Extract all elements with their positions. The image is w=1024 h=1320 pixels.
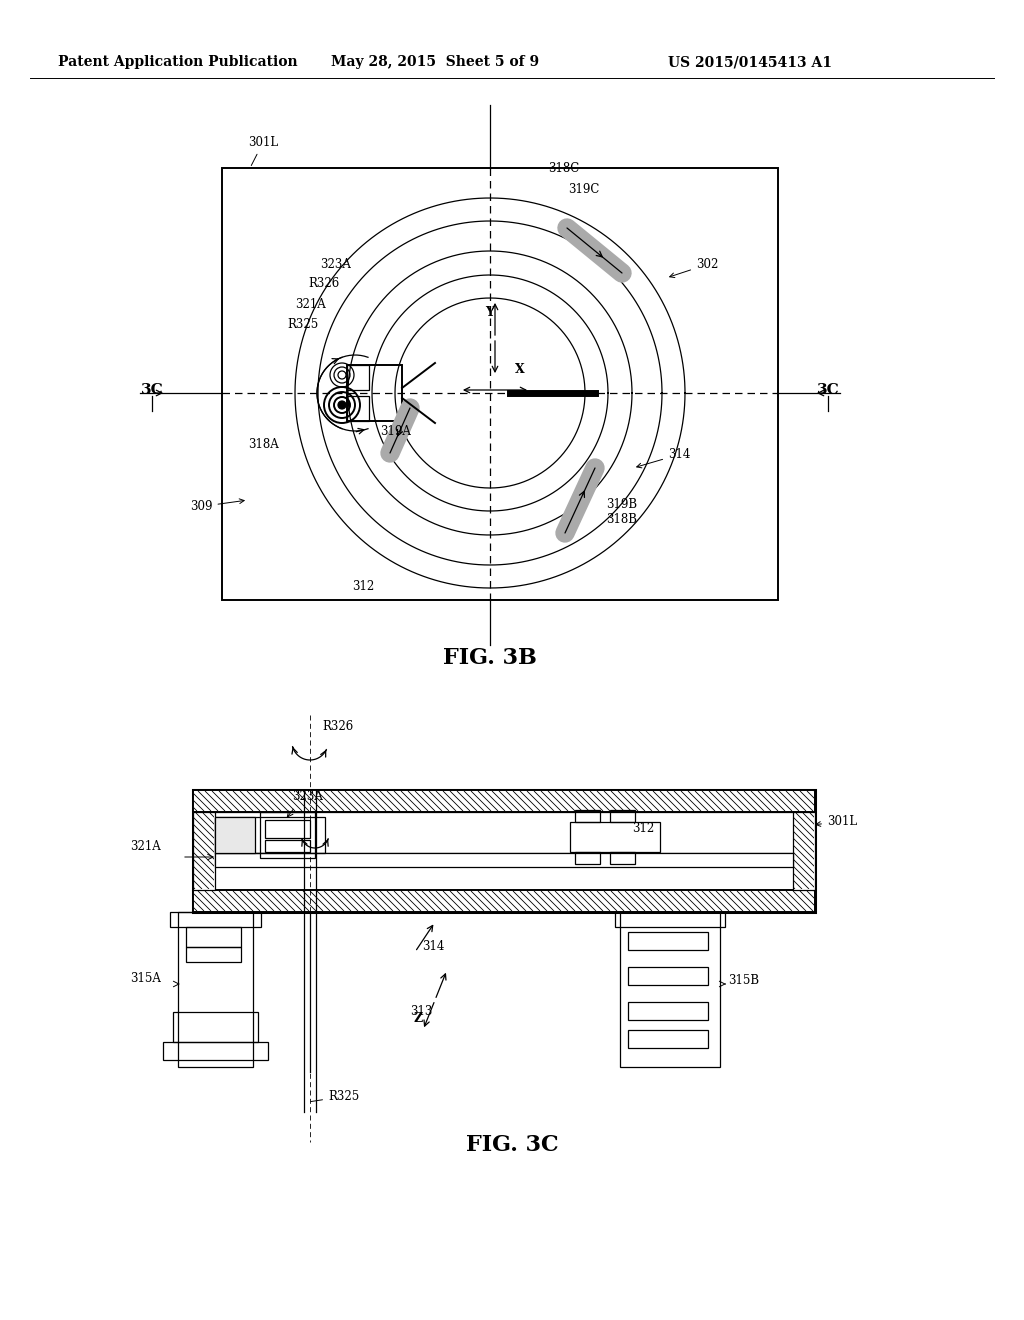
Bar [347,366,369,389]
Text: FIG. 3B: FIG. 3B [443,647,537,669]
Bar [610,851,635,865]
Bar [215,853,793,866]
Text: 319C: 319C [568,183,599,195]
Text: 314: 314 [422,940,444,953]
Bar [215,817,255,853]
Text: US 2015/0145413 A1: US 2015/0145413 A1 [668,55,831,69]
Text: 309: 309 [190,499,244,513]
Text: 321A: 321A [295,298,326,312]
Text: 318A: 318A [248,438,279,451]
Text: 3C: 3C [140,383,164,397]
Text: 323A: 323A [319,257,351,271]
Text: X: X [515,363,524,376]
Text: 318B: 318B [606,513,637,525]
Bar [620,912,720,1067]
Bar [265,820,310,838]
Text: 315B: 315B [728,974,759,987]
Bar [347,396,369,421]
Text: 302: 302 [670,257,719,277]
Bar [610,810,635,822]
Text: 301L: 301L [248,136,279,165]
Bar [615,912,725,927]
Text: 321A: 321A [130,840,161,853]
Bar [170,912,261,927]
Text: R325: R325 [287,318,318,331]
Text: 313: 313 [410,1005,432,1018]
Bar [260,812,315,858]
Bar [173,1012,258,1041]
Bar [570,822,660,851]
Text: Patent Application Publication: Patent Application Publication [58,55,298,69]
Bar [575,851,600,865]
Bar [193,812,215,890]
Text: R326: R326 [322,719,353,733]
Text: 315A: 315A [130,972,161,985]
Bar [222,168,778,601]
Bar [215,817,325,853]
Bar [575,810,600,822]
Bar [193,890,815,912]
Bar [628,968,708,985]
Text: 3C: 3C [816,383,840,397]
Text: 312: 312 [352,579,374,593]
Circle shape [338,401,346,409]
Text: R325: R325 [310,1090,359,1104]
Text: 301L: 301L [816,814,857,828]
Bar [628,932,708,950]
Bar [793,812,815,890]
Text: 312: 312 [632,822,654,836]
Text: 319A: 319A [380,425,411,438]
Text: R326: R326 [308,277,339,290]
Text: 314: 314 [637,447,690,467]
Bar [163,1041,268,1060]
Text: 319B: 319B [606,498,637,511]
Bar [186,927,241,946]
Text: FIG. 3C: FIG. 3C [466,1134,558,1156]
Bar [178,912,253,1067]
Bar [347,366,402,421]
Text: Z: Z [413,1012,422,1026]
Bar [193,789,815,812]
Text: May 28, 2015  Sheet 5 of 9: May 28, 2015 Sheet 5 of 9 [331,55,539,69]
Bar [186,946,241,962]
Bar [193,789,815,912]
Bar [628,1030,708,1048]
Text: 323A: 323A [292,789,323,803]
Text: 318C: 318C [548,162,580,176]
Text: Y: Y [485,306,494,319]
Bar [265,840,310,851]
Bar [628,1002,708,1020]
